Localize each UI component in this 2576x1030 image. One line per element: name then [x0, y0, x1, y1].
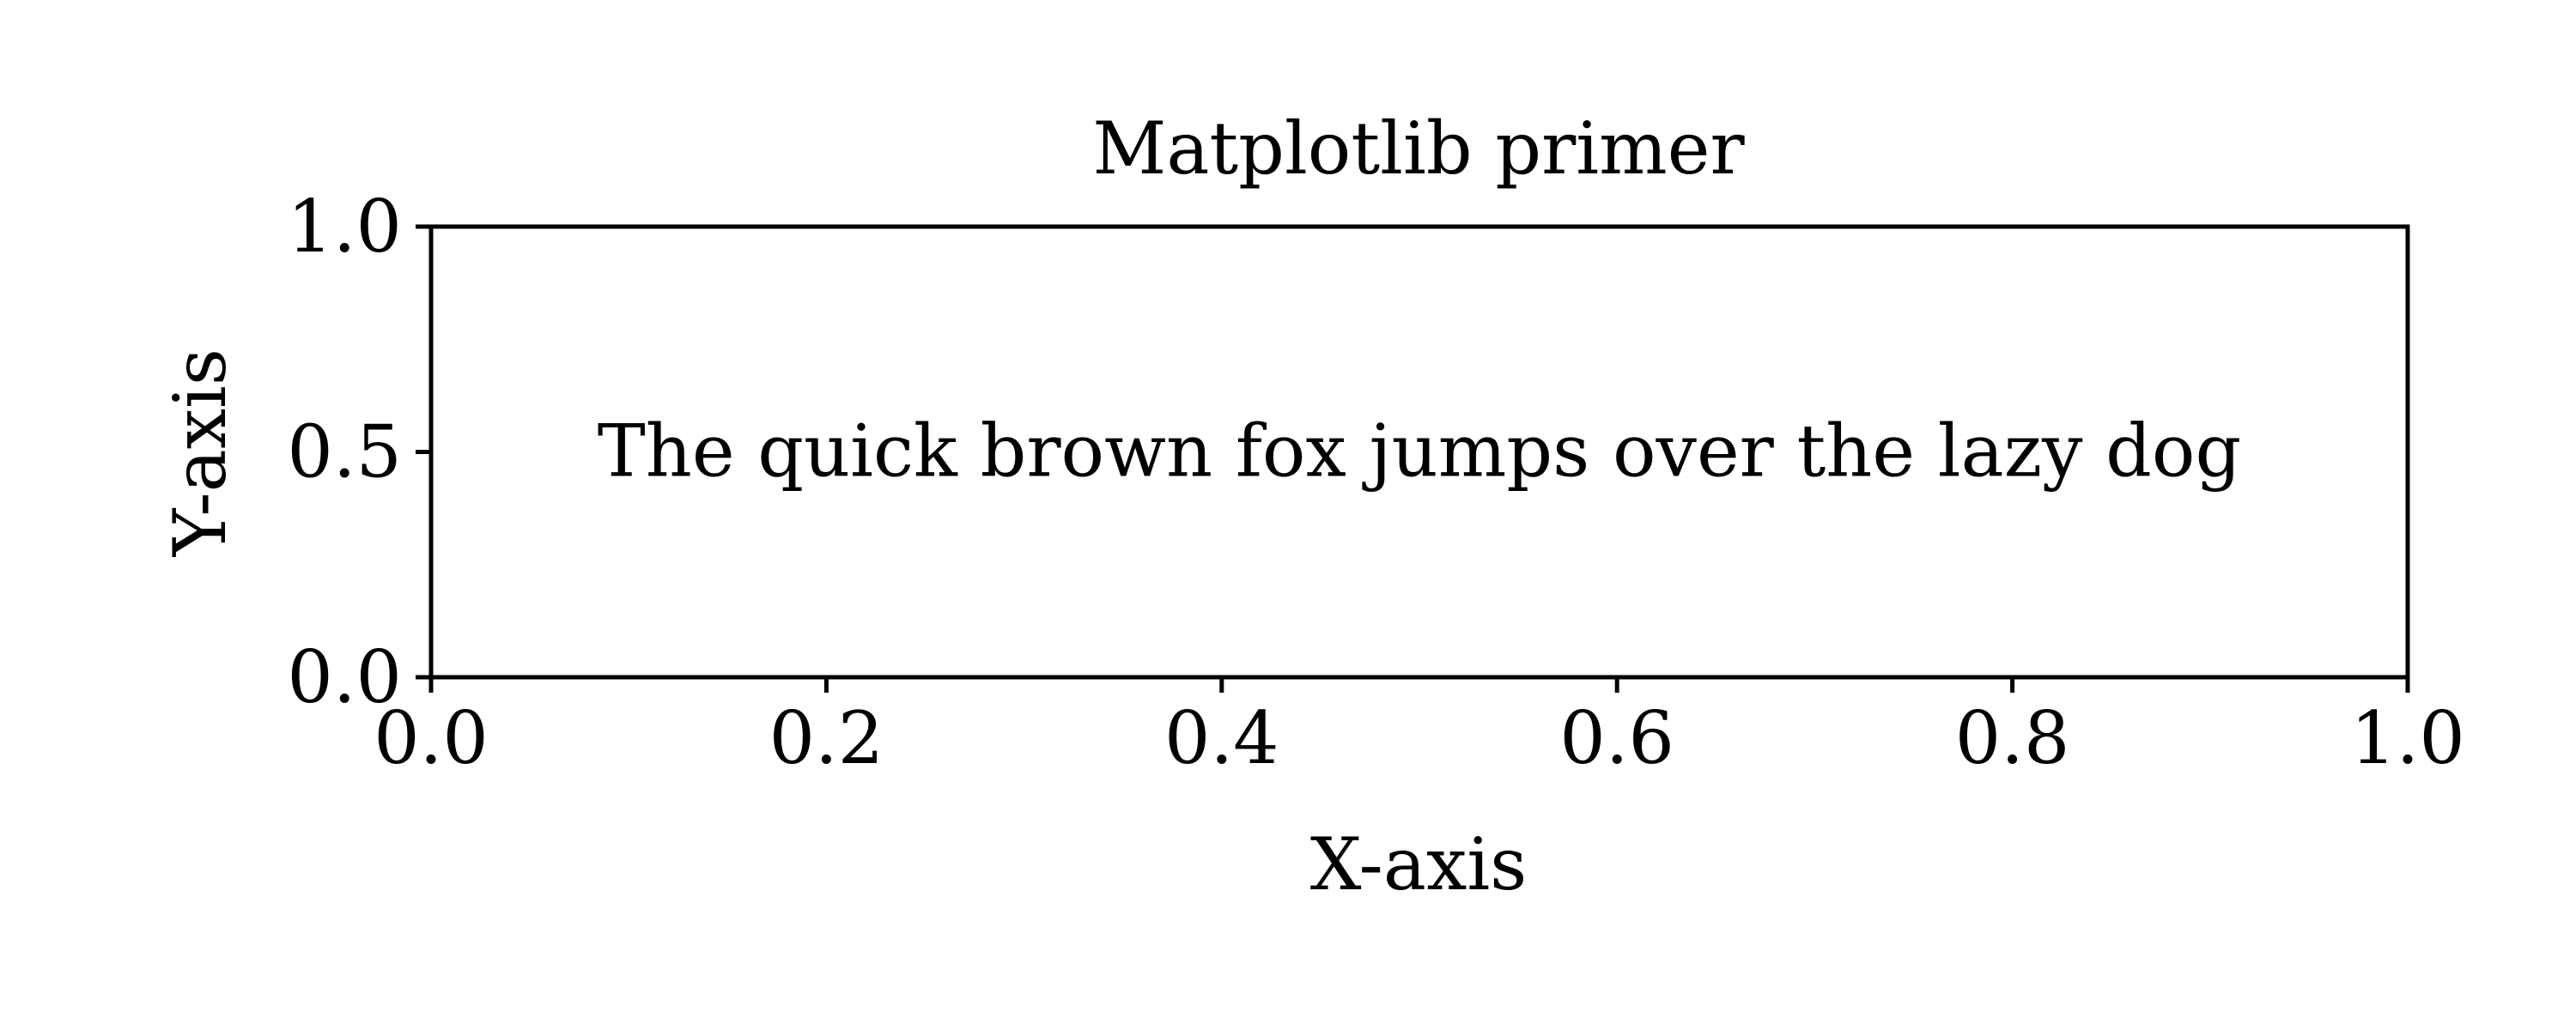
- x-tick-label: 0.8: [1955, 696, 2070, 780]
- x-axis: 0.0 0.2 0.4 0.6 0.8 1.0: [374, 677, 2465, 780]
- annotations-layer: The quick brown fox jumps over the lazy …: [598, 409, 2242, 494]
- y-axis: 0.0 0.5 1.0: [287, 185, 431, 719]
- x-tick-label: 0.4: [1164, 696, 1279, 780]
- x-axis-label: X-axis: [1310, 822, 1528, 906]
- chart-title: Matplotlib primer: [1092, 106, 1745, 191]
- y-tick-label: 0.0: [287, 635, 402, 719]
- x-tick-label: 0.0: [374, 696, 489, 780]
- plot-area: [428, 224, 2410, 680]
- y-tick-label: 1.0: [287, 185, 402, 269]
- axes-frame: [428, 224, 2410, 680]
- x-tick-label: 1.0: [2350, 696, 2465, 780]
- y-axis-label: Y-axis: [158, 348, 242, 557]
- annotation-text: The quick brown fox jumps over the lazy …: [598, 409, 2242, 494]
- x-tick-label: 0.2: [769, 696, 884, 780]
- x-tick-label: 0.6: [1559, 696, 1674, 780]
- y-tick-label: 0.5: [287, 410, 402, 494]
